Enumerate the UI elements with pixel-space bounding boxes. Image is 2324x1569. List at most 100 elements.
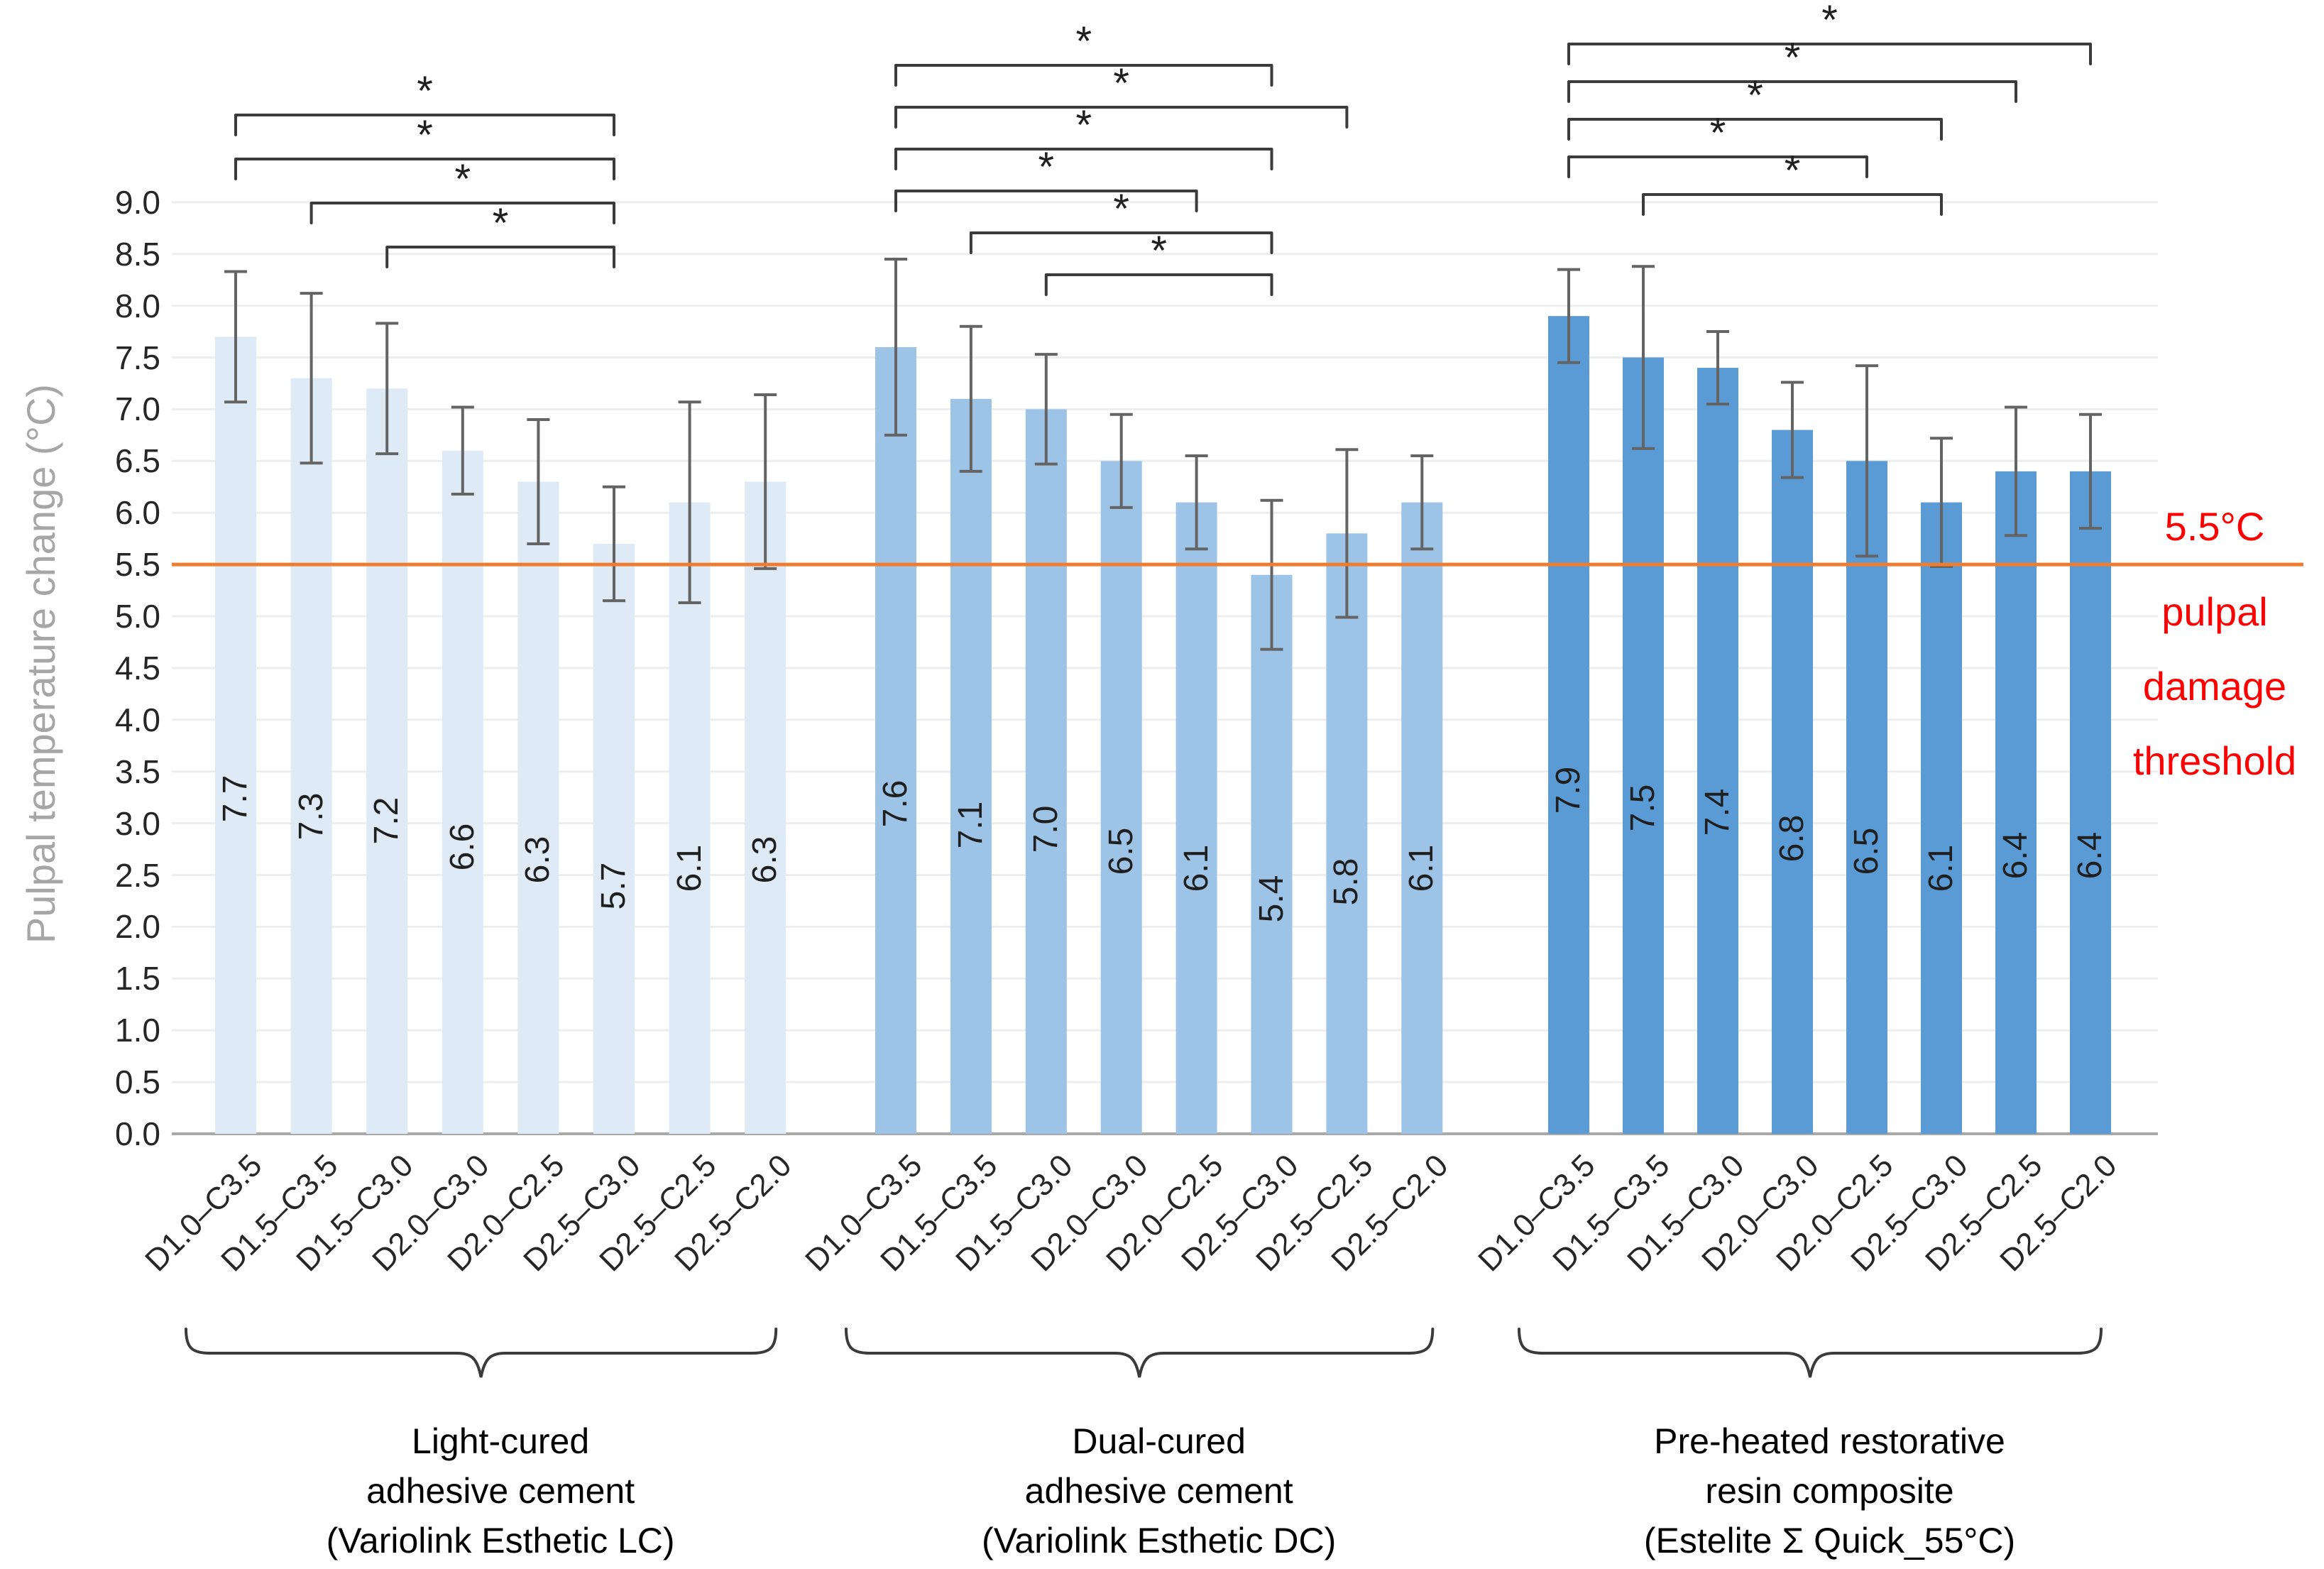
sig-asterisk: * (1075, 102, 1092, 148)
sig-bracket (234, 158, 615, 180)
y-tick-label: 2.5 (115, 856, 160, 894)
group-caption-line: Light-cured (412, 1421, 590, 1461)
bar-value-label: 7.2 (368, 797, 406, 845)
bar (669, 502, 711, 1134)
bar (950, 398, 992, 1134)
sig-asterisk: * (492, 200, 509, 246)
bar (1995, 471, 2037, 1134)
sig-asterisk: * (1784, 35, 1801, 81)
group-brace (1518, 1328, 2103, 1378)
sig-bracket (234, 114, 615, 136)
sig-bracket (969, 231, 1273, 254)
bar-value-label: 7.4 (1699, 788, 1736, 836)
y-tick-label: 7.5 (115, 339, 160, 376)
bar-value-label: 6.6 (443, 823, 481, 871)
y-tick-label: 1.0 (115, 1012, 160, 1049)
bar (2070, 471, 2111, 1134)
sig-bracket (1642, 193, 1943, 216)
bar-value-label: 7.0 (1026, 805, 1065, 853)
y-tick-label: 5.5 (115, 546, 160, 584)
bar (442, 450, 483, 1134)
y-tick-label: 2.0 (115, 908, 160, 946)
bar (1846, 461, 1887, 1134)
bar (875, 346, 916, 1134)
bar (593, 543, 635, 1134)
sig-asterisk: * (1113, 186, 1129, 232)
bar-value-label: 6.1 (1177, 845, 1215, 892)
bar (1697, 368, 1738, 1134)
bar-value-label: 6.3 (519, 836, 557, 884)
sig-asterisk: * (417, 112, 433, 158)
threshold-label-line: pulpal (2161, 589, 2268, 634)
y-tick-label: 8.5 (115, 235, 160, 273)
group-caption-line: (Variolink Esthetic LC) (326, 1521, 675, 1560)
bar-value-label: 6.1 (1922, 845, 1960, 892)
bar (1251, 574, 1293, 1134)
sig-asterisk: * (417, 68, 433, 114)
sig-asterisk: * (454, 156, 471, 202)
y-tick-label: 9.0 (115, 183, 160, 221)
y-tick-label: 0.0 (115, 1115, 160, 1152)
sig-asterisk: * (1038, 144, 1055, 190)
sig-bracket (894, 148, 1273, 170)
y-tick-label: 4.0 (115, 701, 160, 738)
y-tick-label: 6.0 (115, 494, 160, 532)
group-caption-line: (Estelite Σ Quick_55°C) (1643, 1521, 2016, 1560)
bar-value-label: 5.8 (1327, 858, 1366, 906)
threshold-label-line: threshold (2132, 738, 2297, 783)
y-tick-label: 1.5 (115, 960, 160, 997)
bar-value-label: 6.3 (746, 836, 784, 884)
bar (517, 481, 559, 1134)
sig-bracket (894, 64, 1273, 87)
sig-bracket (1567, 43, 2092, 65)
bar (1921, 502, 1962, 1134)
sig-bracket (894, 106, 1349, 129)
bar (1401, 502, 1443, 1134)
bar (366, 388, 408, 1134)
y-tick-label: 3.0 (115, 804, 160, 842)
sig-bracket (309, 202, 615, 224)
bar-value-label: 5.7 (595, 862, 632, 910)
group-caption-line: (Variolink Esthetic DC) (982, 1521, 1337, 1560)
bar-value-label: 6.5 (1102, 827, 1140, 875)
threshold-label-line: 5.5°C (2164, 504, 2265, 549)
sig-asterisk: * (1151, 228, 1167, 274)
bar-value-label: 7.6 (877, 780, 914, 827)
bar (290, 378, 332, 1135)
sig-asterisk: * (1784, 148, 1801, 194)
y-tick-label: 4.5 (115, 649, 160, 687)
bar (1623, 357, 1664, 1134)
sig-bracket (1567, 155, 1868, 178)
bar-value-label: 7.7 (216, 775, 254, 823)
bar (1326, 533, 1368, 1134)
bar-value-label: 7.1 (951, 801, 990, 849)
sig-asterisk: * (1709, 110, 1726, 156)
bar (1548, 316, 1589, 1135)
y-tick-label: 0.5 (115, 1064, 160, 1101)
sig-bracket (1567, 118, 1943, 141)
group-caption-line: adhesive cement (1024, 1471, 1293, 1511)
group-caption-line: Dual-cured (1072, 1421, 1246, 1461)
bar (745, 481, 786, 1134)
sig-asterisk: * (1747, 72, 1763, 119)
group-caption-line: Pre-heated restorative (1654, 1421, 2005, 1461)
sig-bracket (385, 246, 615, 268)
group-caption-line: adhesive cement (366, 1471, 635, 1511)
bar (1175, 502, 1217, 1134)
bar (1025, 409, 1067, 1134)
y-tick-label: 7.0 (115, 390, 160, 428)
y-tick-label: 6.5 (115, 442, 160, 480)
bar-value-label: 6.1 (1403, 845, 1441, 892)
bar-value-label: 7.3 (292, 792, 330, 841)
bar-value-label: 6.5 (1848, 827, 1885, 875)
bar-value-label: 5.4 (1252, 875, 1290, 923)
y-tick-label: 8.0 (115, 287, 160, 324)
threshold-label-line: damage (2142, 664, 2287, 709)
sig-asterisk: * (1821, 0, 1838, 43)
y-tick-label: 5.0 (115, 598, 160, 635)
bar-value-label: 6.1 (670, 845, 708, 892)
bar-value-label: 6.8 (1773, 814, 1811, 862)
sig-bracket (894, 190, 1198, 212)
y-tick-label: 3.5 (115, 753, 160, 790)
